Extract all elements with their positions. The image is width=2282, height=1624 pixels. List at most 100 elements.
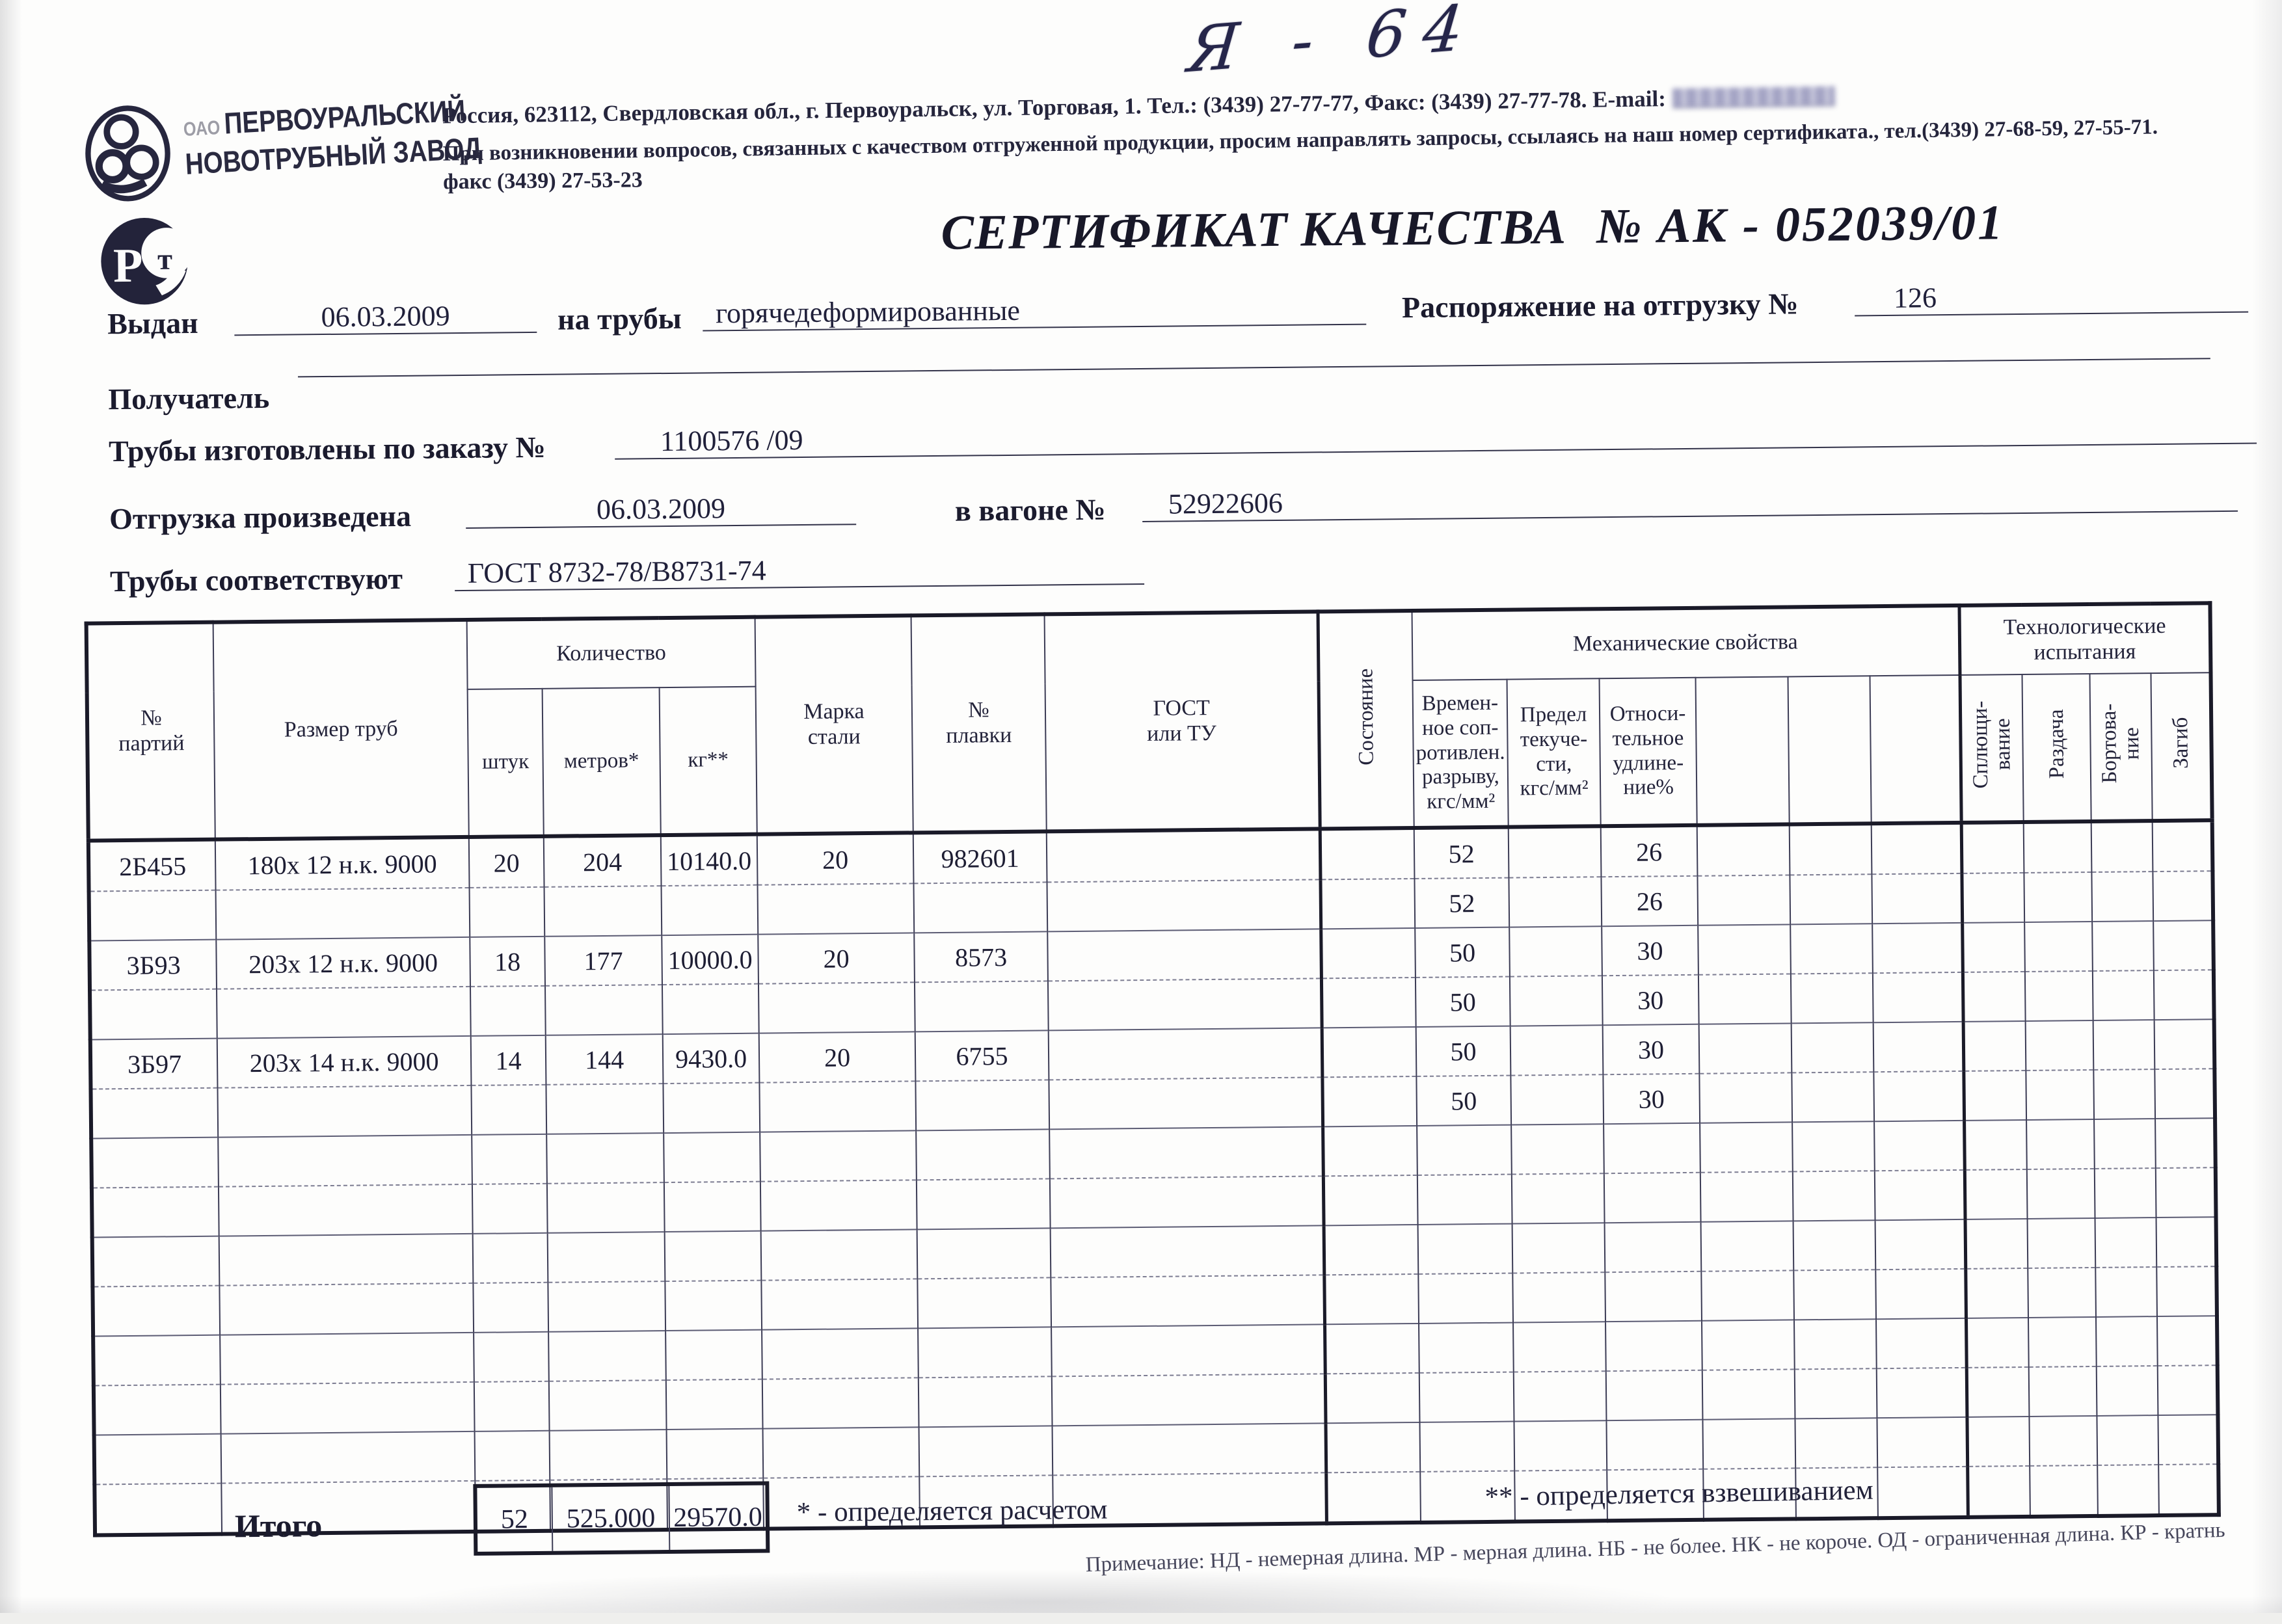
table-cell [762,1378,919,1428]
table-cell [2093,1069,2155,1119]
table-cell [92,1187,219,1238]
col-header-batch: № партий [87,622,215,841]
handwritten-mark: Я - 64 [1185,0,1483,87]
wagon-value: 52922606 [1142,477,2238,522]
table-cell [2091,872,2153,922]
table-cell [1514,1420,1607,1471]
table-cell [1604,1123,1700,1173]
table-cell: 8573 [914,931,1048,982]
table-cell [1052,1374,1326,1426]
table-cell [473,1283,548,1333]
table-cell: 30 [1603,1074,1700,1124]
table-cell [1419,1422,1514,1472]
table-cell [1793,1270,1876,1320]
table-cell [2091,821,2153,872]
table-cell: 30 [1602,925,1698,976]
table-cell [1051,1324,1325,1376]
table-cell: 50 [1415,927,1510,978]
table-cell [1873,1022,1964,1072]
table-cell: 50 [1416,1076,1511,1126]
table-cell [2028,1317,2097,1367]
col-header-melt-number: № плавки [911,614,1047,832]
title-label: СЕРТИФИКАТ КАЧЕСТВА [941,200,1566,260]
table-cell [91,1138,219,1188]
totals-box: 52 525.000 29570.0 [473,1482,770,1556]
table-cell [549,1380,667,1431]
table-cell [1049,1126,1323,1178]
table-cell [546,1133,664,1184]
table-cell: 20 [758,933,915,983]
table-cell [1419,1372,1514,1422]
table-cell [1047,929,1321,981]
table-cell [2097,1465,2159,1516]
table-cell: 203х 12 н.к. 9000 [216,937,470,989]
col-header-empty [1870,675,1961,823]
table-cell [1698,974,1792,1024]
table-cell [662,984,759,1034]
table-cell: 18 [470,937,545,987]
col-header-flanging: Бортова- ние [2089,673,2152,821]
made-by-order-value: 1100576 /09 [615,410,2257,460]
table-cell [90,989,217,1040]
table-cell [2024,872,2092,922]
table-cell [760,1180,917,1231]
table-cell [2154,970,2214,1020]
col-group-mechanical: Механические свойства [1412,606,1960,680]
table-cell [474,1332,549,1382]
table-cell [915,1080,1049,1130]
footnote-star: * - определяется расчетом [797,1494,1108,1529]
table-cell [1965,1219,2028,1269]
table-cell [665,1330,762,1380]
table-cell [547,1182,665,1233]
table-cell [2093,1020,2155,1070]
col-header-kg: кг** [660,687,757,835]
table-cell [219,1283,474,1335]
table-cell: 52 [1414,878,1509,928]
table-cell [1051,1225,1324,1277]
table-cell [93,1335,221,1386]
table-cell [2154,1019,2215,1069]
table-cell [1417,1175,1512,1225]
table-cell [2026,1119,2095,1169]
table-cell [1793,1171,1875,1221]
table-cell: 9430.0 [663,1033,760,1084]
table-cell: 30 [1602,975,1699,1025]
table-cell [1418,1224,1513,1274]
table-cell [917,1178,1051,1229]
col-header-empty [1788,676,1872,824]
table-cell [1701,1221,1794,1271]
table-cell [664,1132,760,1182]
table-cell [545,985,663,1035]
table-cell [221,1382,475,1434]
table-cell [1963,972,2026,1022]
header-contacts: Россия, 623112, Свердловская обл., г. Пе… [442,81,2258,194]
table-cell [761,1279,918,1329]
pipes-label: на трубы [557,301,682,337]
table-cell [917,1277,1051,1328]
table-cell [1325,1422,1420,1472]
table-cell [1792,1121,1875,1171]
table-cell [470,887,545,937]
totals-pieces: 52 [477,1487,552,1552]
table-cell [1323,1175,1418,1225]
table-cell [1875,1170,1965,1220]
table-cell [2157,1316,2218,1366]
table-cell [1322,1027,1417,1077]
table-cell [664,1182,761,1232]
table-cell [1324,1324,1419,1374]
table-cell [1417,1125,1512,1175]
table-cell [1877,1368,1967,1418]
table-cell [758,883,915,934]
table-cell [2026,1020,2094,1071]
table-cell [2153,820,2213,872]
table-cell [1510,1025,1604,1075]
pipes-value: горячедеформированные [703,291,1366,332]
table-cell [219,1184,473,1236]
table-cell [2154,1069,2215,1119]
table-cell [1047,879,1321,931]
table-cell [1963,1071,2026,1121]
table-cell [1795,1368,1877,1418]
table-cell [1702,1418,1795,1469]
